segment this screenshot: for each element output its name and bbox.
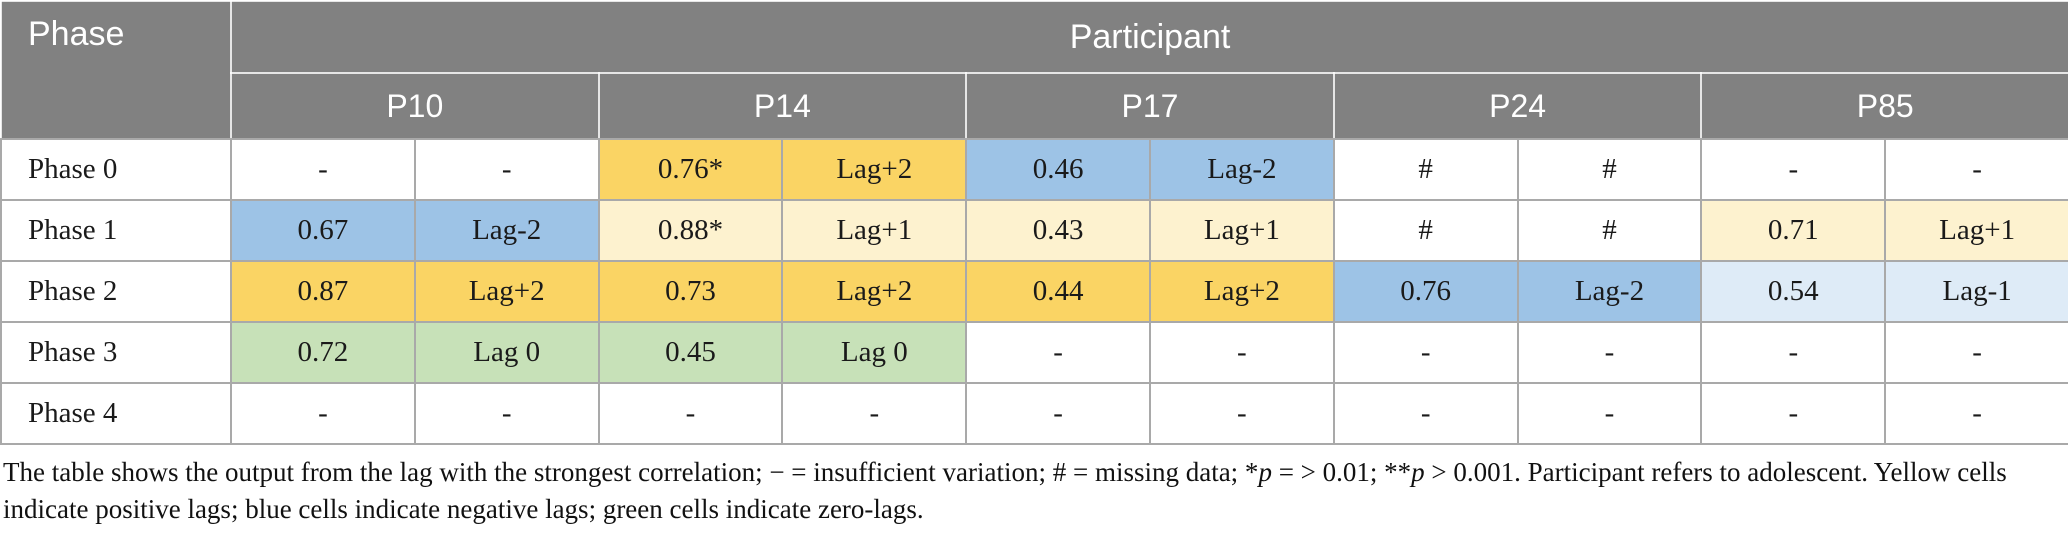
cell-lag-value: Lag+1 — [1884, 199, 2068, 262]
cell-correlation-value: - — [230, 382, 416, 445]
participant-header-p24: P24 — [1332, 72, 1703, 140]
row-label: Phase 0 — [0, 138, 232, 201]
cell-lag-value: - — [781, 382, 968, 445]
participant-header-p85: P85 — [1700, 72, 2068, 140]
cell-lag-value: - — [1884, 138, 2068, 201]
cell-lag-value: - — [1516, 321, 1703, 384]
cell-lag-value: - — [1884, 321, 2068, 384]
cell-lag-value: Lag 0 — [413, 321, 600, 384]
cell-lag-value: - — [1148, 321, 1335, 384]
cell-lag-value: Lag+2 — [781, 138, 968, 201]
cell-correlation-value: 0.71 — [1700, 199, 1887, 262]
cell-correlation-value: - — [1332, 382, 1519, 445]
cell-lag-value: Lag-2 — [1516, 260, 1703, 323]
cell-lag-value: - — [413, 382, 600, 445]
table-row-phase-2: Phase 2 0.87 Lag+2 0.73 Lag+2 0.44 Lag+2 0.76 La… — [0, 260, 2068, 323]
cell-correlation-value: 0.76 — [1332, 260, 1519, 323]
table-row-phase-4: Phase 4---------- — [0, 382, 2068, 445]
cell-correlation-value: - — [230, 138, 416, 201]
cell-correlation-value: 0.43 — [965, 199, 1151, 262]
cell-lag-value: Lag-2 — [1148, 138, 1335, 201]
header-row-top: Phase Participant — [0, 0, 2068, 140]
phase-column-header: Phase — [0, 0, 232, 140]
row-label: Phase 2 — [0, 260, 232, 323]
cell-lag-value: Lag-2 — [413, 199, 600, 262]
participant-header-p10: P10 — [230, 72, 600, 140]
cell-lag-value: Lag+2 — [1148, 260, 1335, 323]
cell-lag-value: - — [413, 138, 600, 201]
cell-correlation-value: 0.54 — [1700, 260, 1887, 323]
cell-correlation-value: - — [597, 382, 784, 445]
table-row-phase-3: Phase 3 0.72 Lag 0 0.45 Lag 0------ — [0, 321, 2068, 384]
table-footnote: The table shows the output from the lag … — [0, 454, 2053, 528]
cell-lag-value: - — [1516, 382, 1703, 445]
footnote-italic-part: p — [1258, 457, 1272, 487]
cell-correlation-value: - — [1332, 321, 1519, 384]
cell-lag-value: Lag+2 — [781, 260, 968, 323]
participant-header-p14: P14 — [597, 72, 968, 140]
table-row-phase-0: Phase 0- -0.76* Lag+2 0.46 Lag-2 # # - - — [0, 138, 2068, 201]
footnote-text-part: The table shows the output from the lag … — [3, 457, 1259, 487]
cell-lag-value: Lag+2 — [413, 260, 600, 323]
footnote-italic-part: p — [1411, 457, 1425, 487]
cell-correlation-value: 0.44 — [965, 260, 1151, 323]
cell-correlation-value: 0.67 — [230, 199, 416, 262]
cell-correlation-value: - — [965, 382, 1151, 445]
cell-lag-value: # — [1516, 138, 1703, 201]
cell-correlation-value: - — [1700, 138, 1887, 201]
cell-correlation-value: 0.46 — [965, 138, 1151, 201]
cell-lag-value: Lag 0 — [781, 321, 968, 384]
cell-correlation-value: 0.88* — [597, 199, 784, 262]
cell-correlation-value: - — [1700, 321, 1887, 384]
cell-correlation-value: # — [1332, 199, 1519, 262]
table-row-phase-1: Phase 1 0.67 Lag-2 0.88* Lag+1 0.43 Lag+1 # #0.7… — [0, 199, 2068, 262]
cell-lag-value: - — [1148, 382, 1335, 445]
cell-correlation-value: 0.73 — [597, 260, 784, 323]
cell-correlation-value: 0.45 — [597, 321, 784, 384]
cell-correlation-value: - — [1700, 382, 1887, 445]
row-label: Phase 4 — [0, 382, 232, 445]
cell-correlation-value: 0.87 — [230, 260, 416, 323]
participant-group-header: Participant — [229, 0, 2068, 74]
cell-lag-value: Lag+1 — [1148, 199, 1335, 262]
footnote-text-part: = > 0.01; ** — [1271, 457, 1412, 487]
row-label: Phase 3 — [0, 321, 232, 384]
row-label: Phase 1 — [0, 199, 232, 262]
cell-correlation-value: # — [1332, 138, 1519, 201]
cell-correlation-value: - — [965, 321, 1151, 384]
cell-lag-value: Lag-1 — [1884, 260, 2068, 323]
participant-header-p17: P17 — [965, 72, 1335, 140]
cell-correlation-value: 0.72 — [230, 321, 416, 384]
footnote-text-part: > 0.001. Participant refers to adolescen… — [3, 457, 2007, 524]
table-header: Phase Participant P10 P14 P17 P24 P85 — [0, 0, 2068, 140]
lag-correlation-table: Phase Participant P10 P14 P17 P24 P85 Phase … — [0, 0, 2068, 445]
cell-lag-value: - — [1884, 382, 2068, 445]
cell-correlation-value: 0.76* — [597, 138, 784, 201]
cell-lag-value: # — [1516, 199, 1703, 262]
cell-lag-value: Lag+1 — [781, 199, 968, 262]
header-row-participants: P10 P14 P17 P24 P85 — [1, 72, 2068, 140]
